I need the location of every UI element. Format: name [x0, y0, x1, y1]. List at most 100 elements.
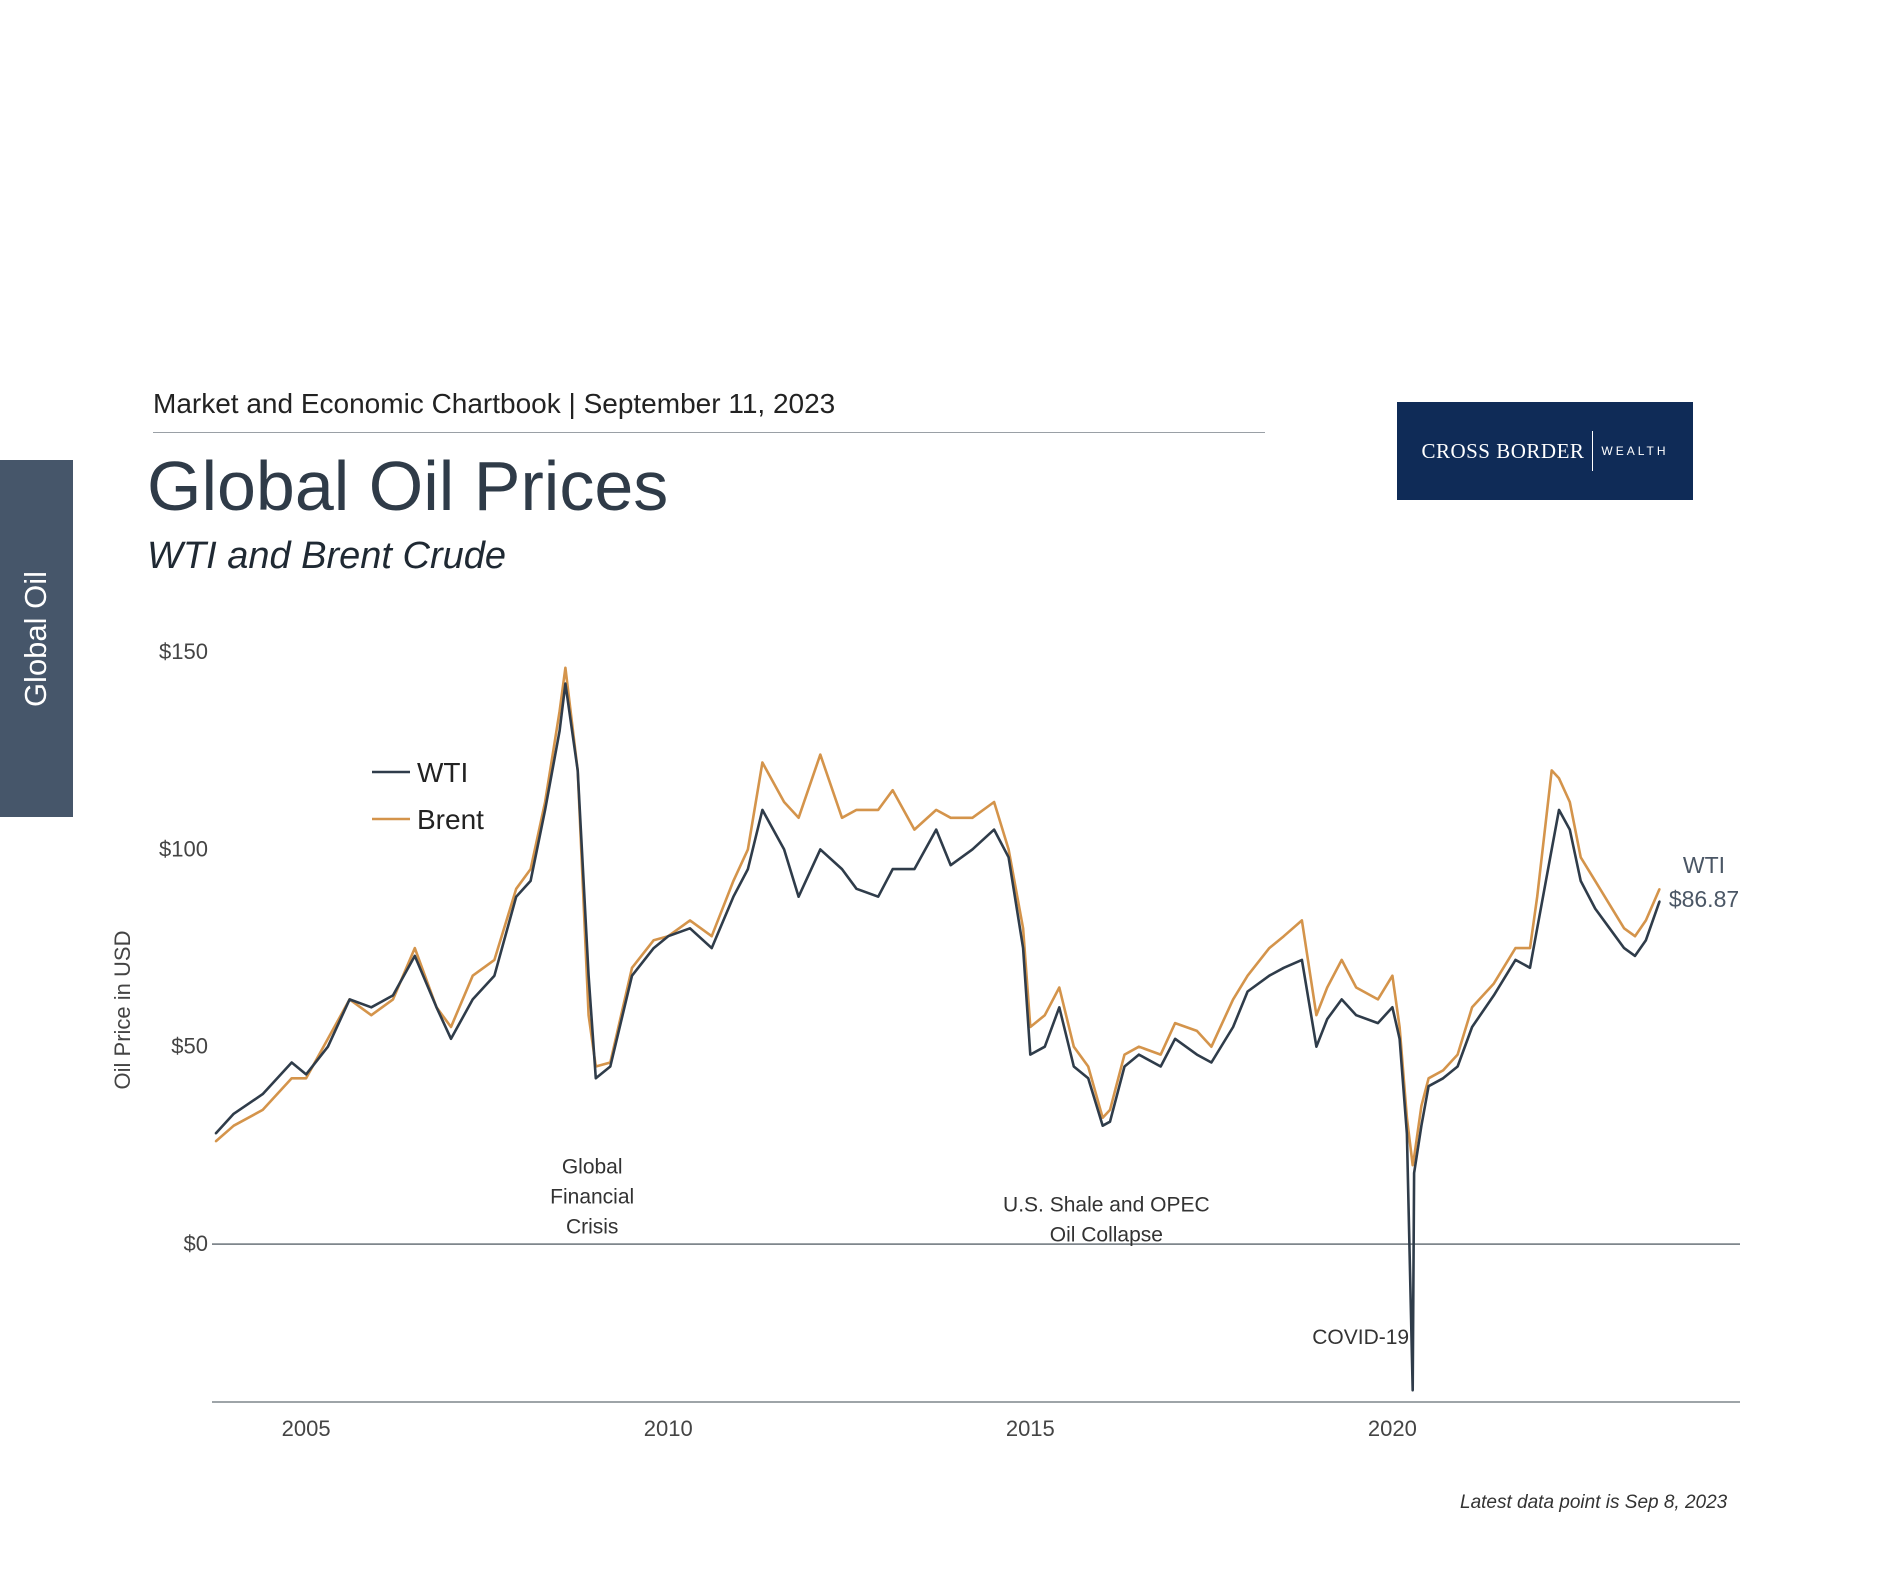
data-point-brent — [819, 753, 822, 756]
data-point-brent — [1514, 947, 1517, 949]
data-point-wti — [1413, 1172, 1416, 1174]
data-point-wti — [576, 769, 579, 772]
data-point-wti — [913, 868, 916, 871]
data-point-wti — [1594, 907, 1597, 910]
data-point-brent — [732, 880, 735, 882]
header-divider — [153, 432, 1265, 433]
data-point-wti — [1644, 939, 1647, 942]
data-point-wti — [1658, 900, 1661, 903]
data-point-wti — [515, 895, 518, 898]
data-point-brent — [1022, 927, 1024, 930]
data-point-brent — [783, 801, 785, 803]
data-point-wti — [1029, 1053, 1032, 1056]
data-point-wti — [1007, 856, 1010, 859]
data-point-wti — [652, 947, 655, 949]
data-point-wti — [1442, 1077, 1444, 1080]
data-point-brent — [1634, 935, 1636, 938]
y-tick-label: $50 — [171, 1034, 208, 1059]
logo-sub-text: WEALTH — [1601, 444, 1669, 458]
data-point-brent — [450, 1026, 452, 1028]
data-point-brent — [1326, 986, 1329, 989]
data-point-wti — [1377, 1022, 1379, 1024]
data-point-wti — [1355, 1014, 1358, 1017]
data-point-wti — [214, 1132, 217, 1135]
data-point-brent — [1159, 1053, 1162, 1056]
data-point-wti — [305, 1073, 308, 1076]
data-point-wti — [1195, 1053, 1198, 1056]
x-tick-label: 2005 — [282, 1416, 331, 1441]
data-point-wti — [594, 1077, 597, 1080]
data-point-brent — [1195, 1030, 1198, 1032]
logo-divider — [1592, 431, 1594, 471]
data-point-brent — [326, 1037, 329, 1040]
data-point-brent — [232, 1124, 235, 1127]
data-point-brent — [1087, 1065, 1090, 1068]
data-point-wti — [1282, 966, 1285, 969]
data-point-wti — [1300, 958, 1303, 961]
series-line-wti — [214, 682, 1661, 1392]
data-point-brent — [1442, 1069, 1444, 1072]
data-point-wti — [1087, 1077, 1090, 1080]
data-point-brent — [558, 710, 561, 713]
data-point-wti — [370, 1006, 373, 1009]
data-point-wti — [877, 895, 880, 898]
data-point-brent — [1550, 769, 1553, 772]
data-point-wti — [949, 864, 952, 867]
data-point-brent — [652, 939, 655, 942]
data-point-brent — [1300, 919, 1303, 922]
data-point-brent — [1377, 998, 1379, 1001]
data-point-wti — [1471, 1026, 1473, 1028]
page-subtitle: WTI and Brent Crude — [147, 535, 507, 577]
data-point-brent — [1492, 982, 1495, 985]
data-point-brent — [1529, 947, 1531, 949]
data-point-wti — [564, 682, 567, 685]
data-point-wti — [631, 974, 633, 977]
data-point-brent — [1029, 1026, 1032, 1028]
data-point-wti — [746, 868, 749, 871]
data-point-wti — [1405, 1132, 1408, 1135]
data-point-wti — [732, 895, 735, 898]
footnote: Latest data point is Sep 8, 2023 — [1460, 1492, 1728, 1513]
data-point-wti — [1232, 1026, 1234, 1028]
data-point-wti — [1634, 955, 1636, 957]
y-tick-label: $150 — [159, 639, 208, 664]
data-point-brent — [515, 887, 518, 890]
annotation-label: U.S. Shale and OPEC — [1003, 1193, 1210, 1216]
data-point-wti — [1022, 947, 1024, 949]
data-point-wti — [819, 848, 822, 851]
data-point-wti — [689, 927, 691, 930]
data-point-wti — [1568, 828, 1571, 831]
legend-label-wti: WTI — [417, 757, 468, 788]
data-point-wti — [1608, 927, 1611, 930]
data-point-wti — [1326, 1018, 1329, 1021]
data-point-brent — [305, 1077, 308, 1080]
page-title: Global Oil Prices — [147, 447, 669, 525]
data-point-brent — [471, 974, 474, 977]
data-point-brent — [1658, 887, 1661, 890]
data-point-wti — [1340, 998, 1343, 1001]
data-point-wti — [1427, 1085, 1430, 1088]
data-point-wti — [841, 868, 843, 871]
annotation-label: Oil Collapse — [1050, 1223, 1163, 1246]
data-point-wti — [609, 1065, 612, 1068]
data-point-brent — [746, 848, 749, 851]
data-point-brent — [1268, 947, 1271, 949]
data-point-brent — [1413, 1156, 1416, 1159]
annotation-label: Crisis — [566, 1216, 619, 1239]
data-point-brent — [1109, 1108, 1111, 1111]
data-point-brent — [1398, 1026, 1401, 1028]
data-point-wti — [1246, 990, 1249, 993]
data-point-brent — [1536, 895, 1539, 898]
data-point-brent — [1623, 927, 1626, 930]
data-point-wti — [1623, 947, 1626, 949]
data-point-brent — [855, 808, 858, 811]
data-point-brent — [710, 935, 713, 938]
data-point-wti — [261, 1093, 264, 1096]
data-point-brent — [1558, 777, 1560, 780]
data-point-brent — [1411, 1164, 1414, 1167]
data-point-brent — [891, 789, 894, 792]
data-point-wti — [1398, 1037, 1401, 1040]
data-point-brent — [1058, 986, 1061, 989]
data-point-brent — [1282, 935, 1285, 938]
